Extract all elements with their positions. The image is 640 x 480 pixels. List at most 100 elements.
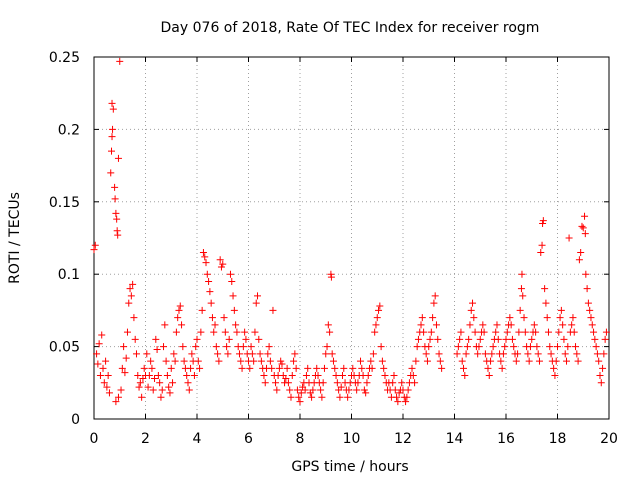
data-point	[590, 328, 598, 336]
data-point	[130, 314, 138, 322]
data-point	[266, 357, 274, 365]
data-point	[409, 372, 417, 380]
data-point	[481, 350, 489, 358]
data-point	[114, 154, 122, 162]
data-point	[198, 306, 206, 314]
data-point	[278, 360, 286, 368]
data-point	[568, 321, 576, 329]
data-point	[260, 372, 268, 380]
data-point	[587, 314, 595, 322]
x-tick-label: 6	[244, 431, 253, 447]
data-point	[313, 364, 321, 372]
data-point	[117, 386, 125, 394]
data-point	[237, 357, 245, 365]
data-point	[457, 328, 465, 336]
x-tick-label: 14	[446, 431, 464, 447]
data-point	[480, 328, 488, 336]
data-point	[434, 335, 442, 343]
data-point	[547, 350, 555, 358]
data-point	[583, 285, 591, 293]
data-point	[543, 314, 551, 322]
data-point	[371, 328, 379, 336]
data-point	[295, 393, 303, 401]
data-point	[404, 386, 412, 394]
data-point	[542, 299, 550, 307]
data-point	[121, 369, 129, 377]
data-point	[560, 335, 568, 343]
data-point	[494, 335, 502, 343]
data-point	[602, 328, 610, 336]
data-point	[353, 386, 361, 394]
data-point	[528, 335, 536, 343]
x-tick-label: 12	[394, 431, 412, 447]
data-point	[226, 270, 234, 278]
data-point	[221, 328, 229, 336]
data-point	[102, 357, 110, 365]
data-point	[252, 299, 260, 307]
data-point	[217, 263, 225, 271]
y-tick-label: 0	[71, 412, 80, 428]
data-point	[375, 306, 383, 314]
data-point	[595, 357, 603, 365]
data-point	[532, 328, 540, 336]
data-point	[403, 393, 411, 401]
data-point	[160, 343, 168, 351]
data-point	[288, 372, 296, 380]
data-point	[506, 314, 514, 322]
data-point	[291, 350, 299, 358]
data-point	[135, 383, 143, 391]
data-point	[429, 314, 437, 322]
data-point	[196, 364, 204, 372]
data-point	[518, 270, 526, 278]
data-point	[426, 335, 434, 343]
data-point	[211, 321, 219, 329]
data-point	[519, 292, 527, 300]
data-point	[465, 335, 473, 343]
data-point	[268, 364, 276, 372]
data-point	[423, 357, 431, 365]
data-point	[555, 328, 563, 336]
data-point	[544, 328, 552, 336]
data-point	[358, 364, 366, 372]
data-point	[501, 343, 509, 351]
data-point	[435, 350, 443, 358]
data-point	[129, 280, 137, 288]
grid	[94, 57, 609, 419]
data-point	[90, 246, 98, 254]
data-point	[488, 350, 496, 358]
data-point	[578, 222, 586, 230]
data-point	[438, 364, 446, 372]
data-point	[302, 372, 310, 380]
data-point	[283, 364, 291, 372]
data-point	[165, 383, 173, 391]
data-point	[314, 372, 322, 380]
data-point	[184, 379, 192, 387]
data-point	[136, 379, 144, 387]
data-point	[574, 357, 582, 365]
data-point	[533, 343, 541, 351]
data-point	[469, 299, 477, 307]
data-point	[499, 350, 507, 358]
data-point	[162, 357, 170, 365]
data-point	[539, 220, 547, 228]
x-tick-label: 8	[296, 431, 305, 447]
data-point	[207, 299, 215, 307]
data-point	[293, 386, 301, 394]
data-point	[546, 343, 554, 351]
data-point	[601, 335, 609, 343]
data-point	[367, 357, 375, 365]
data-point	[107, 169, 115, 177]
data-point	[167, 364, 175, 372]
data-point	[337, 383, 345, 391]
data-point	[127, 292, 135, 300]
data-point	[466, 321, 474, 329]
data-point	[131, 335, 139, 343]
data-point	[319, 379, 327, 387]
y-tick-label: 0.05	[49, 340, 80, 356]
data-point	[344, 393, 352, 401]
data-point	[357, 357, 365, 365]
data-point	[206, 288, 214, 296]
data-point	[112, 398, 120, 406]
data-point	[327, 273, 335, 281]
data-point	[91, 241, 99, 249]
